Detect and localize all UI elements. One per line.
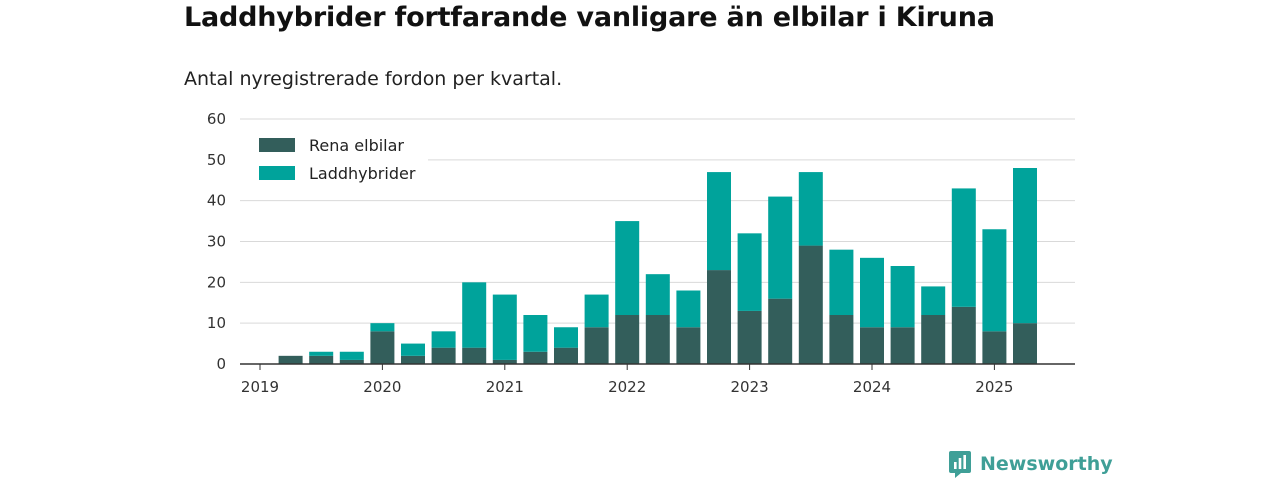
legend-label-laddhybrider: Laddhybrider <box>309 164 416 183</box>
legend: Rena elbilar Laddhybrider <box>240 130 428 188</box>
bar-rena-elbilar <box>768 298 793 364</box>
bar-rena-elbilar <box>1013 323 1037 364</box>
bar-laddhybrider <box>829 249 854 315</box>
bar-laddhybrider <box>584 294 609 328</box>
legend-swatch-laddhybrider <box>259 166 295 180</box>
bar-laddhybrider <box>431 331 456 348</box>
legend-swatch-rena-elbilar <box>259 138 295 152</box>
bar-laddhybrider <box>982 229 1007 332</box>
bar-rena-elbilar <box>645 315 670 364</box>
newsworthy-logo-icon <box>949 451 971 478</box>
bar-laddhybrider <box>309 351 334 356</box>
bar-rena-elbilar <box>890 327 915 364</box>
bar-laddhybrider <box>492 294 517 360</box>
bar-rena-elbilar <box>951 306 976 364</box>
bar-rena-elbilar <box>921 315 946 364</box>
bar-rena-elbilar <box>707 270 731 364</box>
bar-laddhybrider <box>645 274 670 315</box>
x-tick-label: 2019 <box>241 378 279 396</box>
y-tick-label: 20 <box>207 273 226 291</box>
bar-laddhybrider <box>615 221 640 315</box>
bar-rena-elbilar <box>860 327 884 364</box>
bar-laddhybrider <box>339 351 364 360</box>
bar-laddhybrider <box>523 315 548 352</box>
x-tick-label: 2023 <box>731 378 769 396</box>
bar-laddhybrider <box>1013 168 1037 324</box>
y-tick-label: 40 <box>207 192 226 210</box>
x-tick-label: 2022 <box>608 378 646 396</box>
brand-name: Newsworthy <box>980 453 1113 475</box>
bar-laddhybrider <box>951 188 976 307</box>
x-tick-label: 2024 <box>853 378 891 396</box>
bar-laddhybrider <box>401 343 425 356</box>
bar-laddhybrider <box>768 196 793 299</box>
bar-laddhybrider <box>921 286 946 315</box>
y-tick-label: 30 <box>207 233 226 251</box>
chart-title: Laddhybrider fortfarande vanligare än el… <box>184 2 995 33</box>
bar-rena-elbilar <box>554 347 578 364</box>
x-tick-label: 2020 <box>363 378 401 396</box>
bar-rena-elbilar <box>401 355 425 364</box>
x-tick-label: 2025 <box>975 378 1013 396</box>
bar-laddhybrider <box>370 323 395 332</box>
bar-chart: 0 10 20 30 40 50 60 2019 2020 2021 2022 2023 2024 202… <box>207 110 1075 396</box>
bar-laddhybrider <box>737 233 762 311</box>
bar-rena-elbilar <box>278 355 303 364</box>
brand-logo: Newsworthy <box>948 450 1113 478</box>
y-tick-label: 0 <box>216 355 226 373</box>
bar-laddhybrider <box>462 282 487 348</box>
bar-rena-elbilar <box>737 310 762 364</box>
bar-rena-elbilar <box>615 315 640 364</box>
bar-rena-elbilar <box>676 327 701 364</box>
bar-laddhybrider <box>798 172 823 246</box>
y-tick-label: 10 <box>207 314 226 332</box>
bar-rena-elbilar <box>982 331 1007 364</box>
bar-rena-elbilar <box>584 327 609 364</box>
bars <box>278 168 1037 364</box>
bar-rena-elbilar <box>370 331 395 364</box>
y-tick-label: 60 <box>207 110 226 128</box>
bar-laddhybrider <box>554 327 578 348</box>
axes: 0 10 20 30 40 50 60 2019 2020 2021 2022 2023 2024 202… <box>207 110 1075 396</box>
bar-laddhybrider <box>860 257 884 328</box>
bar-rena-elbilar <box>339 359 364 364</box>
chart-subtitle: Antal nyregistrerade fordon per kvartal. <box>184 68 563 90</box>
bar-rena-elbilar <box>798 245 823 364</box>
bar-rena-elbilar <box>523 351 548 364</box>
bar-rena-elbilar <box>309 355 334 364</box>
bar-laddhybrider <box>676 290 701 328</box>
bar-laddhybrider <box>707 172 731 271</box>
bar-rena-elbilar <box>431 347 456 364</box>
bar-rena-elbilar <box>462 347 487 364</box>
bar-rena-elbilar <box>829 315 854 364</box>
bar-laddhybrider <box>890 266 915 328</box>
legend-label-rena-elbilar: Rena elbilar <box>309 136 404 155</box>
bar-rena-elbilar <box>492 359 517 364</box>
x-tick-label: 2021 <box>486 378 524 396</box>
y-tick-label: 50 <box>207 151 226 169</box>
